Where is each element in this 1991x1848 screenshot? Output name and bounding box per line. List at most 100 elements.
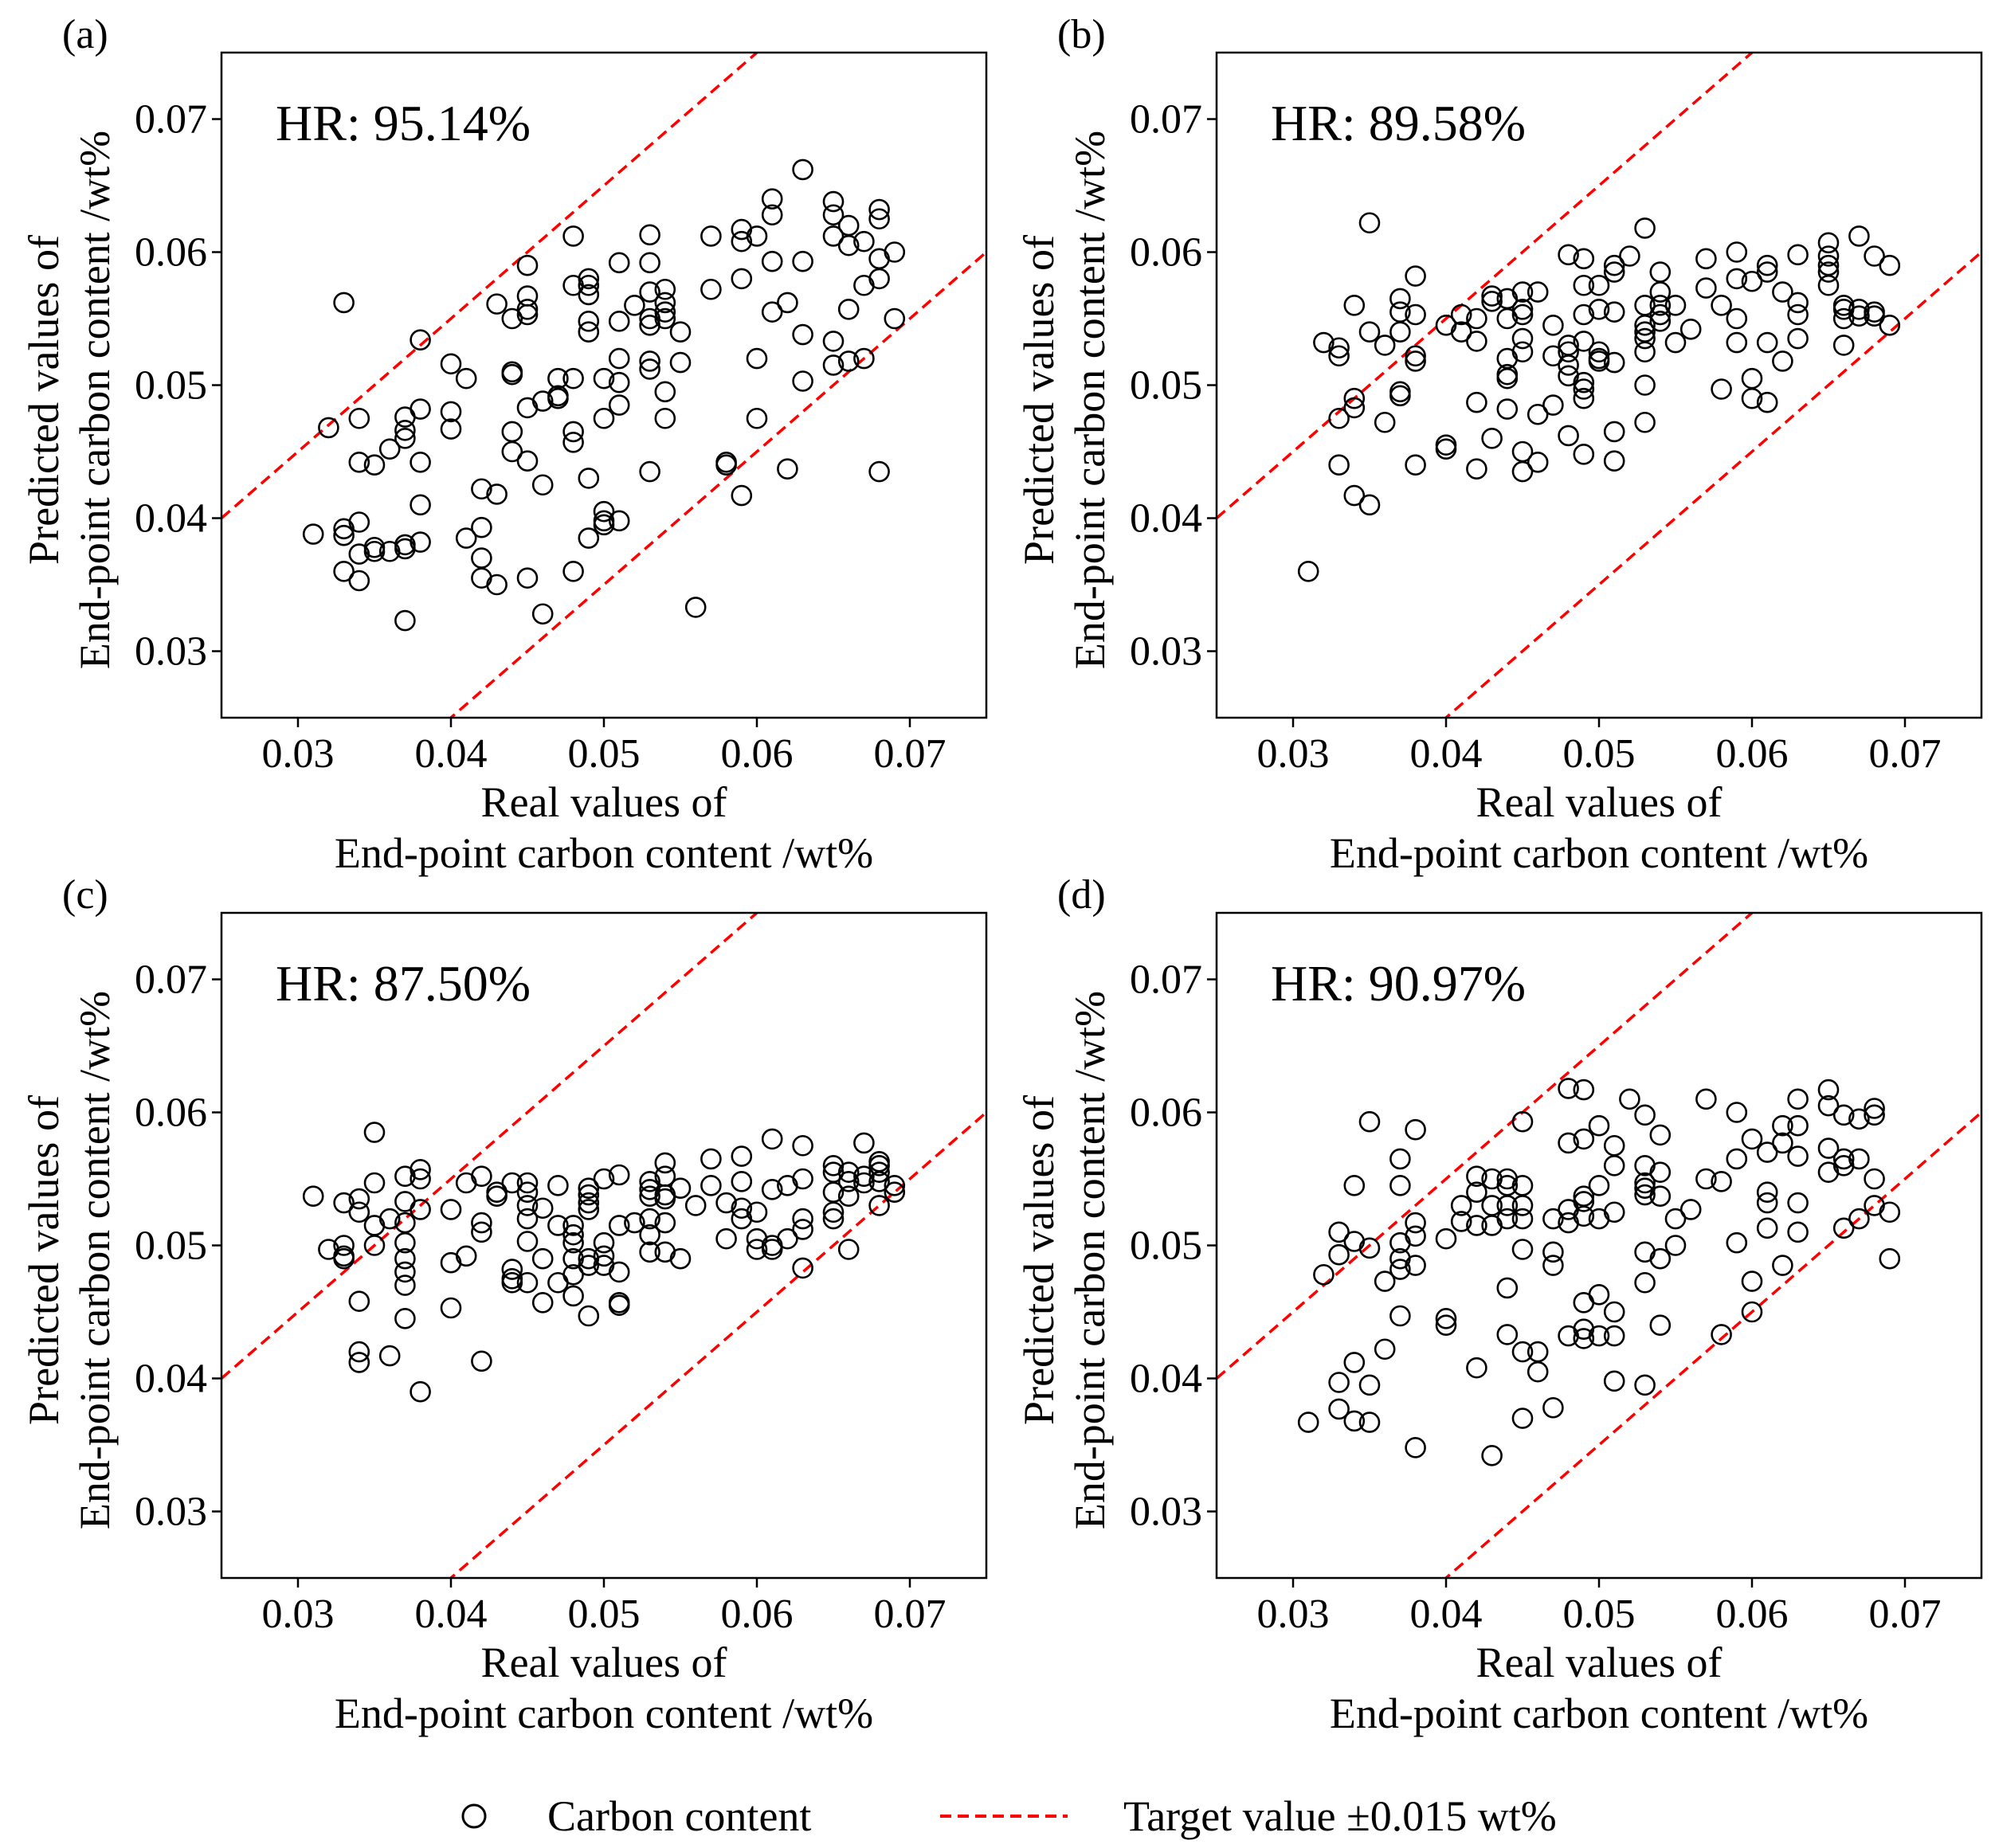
data-point xyxy=(1603,301,1625,323)
data-point xyxy=(471,478,492,500)
data-point xyxy=(1374,1270,1396,1292)
data-point xyxy=(1879,315,1901,336)
data-point xyxy=(868,208,890,230)
data-point xyxy=(1466,1357,1487,1379)
data-point xyxy=(746,1201,768,1224)
data-point xyxy=(1832,1104,1855,1126)
data-point xyxy=(1864,1168,1885,1190)
data-point xyxy=(486,574,508,596)
data-point xyxy=(837,1239,860,1260)
data-point xyxy=(1664,294,1687,316)
data-point xyxy=(1405,303,1426,326)
y-tick-label: 0.07 xyxy=(1130,96,1202,142)
data-point xyxy=(608,252,630,274)
data-point xyxy=(1634,411,1656,433)
data-point xyxy=(792,1168,813,1190)
data-point xyxy=(333,292,355,314)
data-point xyxy=(715,454,737,476)
data-point xyxy=(868,1171,890,1192)
data-point xyxy=(669,1247,692,1270)
upper-target-line xyxy=(221,53,759,519)
data-point xyxy=(1527,403,1549,425)
data-point xyxy=(868,198,890,221)
data-point xyxy=(333,1247,355,1270)
data-point xyxy=(440,1199,462,1220)
data-point xyxy=(837,350,860,372)
data-point xyxy=(700,1175,722,1196)
data-point xyxy=(1573,331,1595,352)
data-point xyxy=(593,514,615,536)
data-point xyxy=(608,394,630,416)
data-point xyxy=(1496,1277,1519,1299)
data-point xyxy=(1542,345,1564,367)
data-point xyxy=(547,1175,569,1196)
data-point xyxy=(761,301,783,323)
data-point xyxy=(1649,1247,1672,1270)
data-point xyxy=(1405,265,1426,287)
data-point xyxy=(348,1290,370,1312)
data-point xyxy=(1358,1110,1381,1133)
scatter-panel-c: (c) HR: 87.50% Real values of End-point … xyxy=(0,860,995,1737)
y-tick-label: 0.06 xyxy=(1130,1090,1202,1135)
data-point xyxy=(1634,1271,1656,1294)
data-point xyxy=(394,419,416,441)
data-point xyxy=(1481,427,1503,449)
y-tick-label: 0.07 xyxy=(135,957,207,1002)
data-point xyxy=(547,1215,569,1236)
data-point xyxy=(455,527,477,549)
data-point xyxy=(853,1172,875,1194)
data-point xyxy=(884,1175,906,1196)
legend-label-carbon-content: Carbon content xyxy=(547,1792,812,1840)
data-point xyxy=(1817,1094,1840,1117)
data-point xyxy=(761,188,783,209)
data-point xyxy=(1832,307,1855,330)
data-point xyxy=(318,417,339,439)
data-point xyxy=(1649,1314,1672,1337)
data-point xyxy=(471,1165,492,1187)
data-point xyxy=(639,1224,660,1246)
data-point xyxy=(822,225,845,247)
plot-area xyxy=(1207,911,1983,1588)
data-point xyxy=(1848,1208,1870,1230)
y-tick-label: 0.07 xyxy=(135,96,207,142)
data-point xyxy=(1389,381,1411,403)
data-point xyxy=(410,1380,431,1403)
data-point xyxy=(746,225,768,247)
data-point xyxy=(822,1208,845,1230)
data-point xyxy=(1634,315,1656,336)
y-tick-label: 0.04 xyxy=(1130,1356,1202,1401)
x-axis-label-line1: Real values of xyxy=(480,1639,727,1686)
data-point xyxy=(1496,367,1519,390)
data-point xyxy=(1756,1181,1778,1204)
data-point xyxy=(1787,303,1809,326)
data-point xyxy=(1649,1185,1672,1208)
data-point xyxy=(1848,225,1870,247)
data-point xyxy=(1711,1324,1732,1345)
data-point xyxy=(333,1192,355,1214)
hit-rate-annotation: HR: 89.58% xyxy=(1271,95,1526,151)
data-point xyxy=(1405,1437,1426,1458)
data-point xyxy=(1358,1237,1381,1259)
data-point xyxy=(410,494,431,516)
data-point xyxy=(853,1132,875,1154)
x-tick-label: 0.04 xyxy=(1409,731,1483,777)
data-point xyxy=(624,294,645,316)
x-axis-label-line2: End-point carbon content /wt% xyxy=(1329,1689,1869,1737)
data-point xyxy=(1772,281,1793,303)
data-point xyxy=(578,527,600,549)
data-point xyxy=(684,1195,707,1216)
x-tick-label: 0.03 xyxy=(261,1592,335,1637)
data-point xyxy=(410,1159,431,1180)
data-point xyxy=(410,1199,431,1220)
data-point xyxy=(1603,254,1625,276)
data-point xyxy=(1328,1372,1350,1393)
data-point xyxy=(1435,438,1457,460)
y-axis-label-line1: Predicted values of xyxy=(1015,235,1063,565)
x-tick-label: 0.05 xyxy=(567,1592,641,1637)
data-point xyxy=(394,609,416,632)
data-point xyxy=(654,278,676,300)
y-tick-label: 0.06 xyxy=(1130,229,1202,275)
lower-target-line xyxy=(1444,1111,1981,1578)
data-point xyxy=(1558,244,1579,266)
x-tick-label: 0.06 xyxy=(1715,1592,1789,1637)
